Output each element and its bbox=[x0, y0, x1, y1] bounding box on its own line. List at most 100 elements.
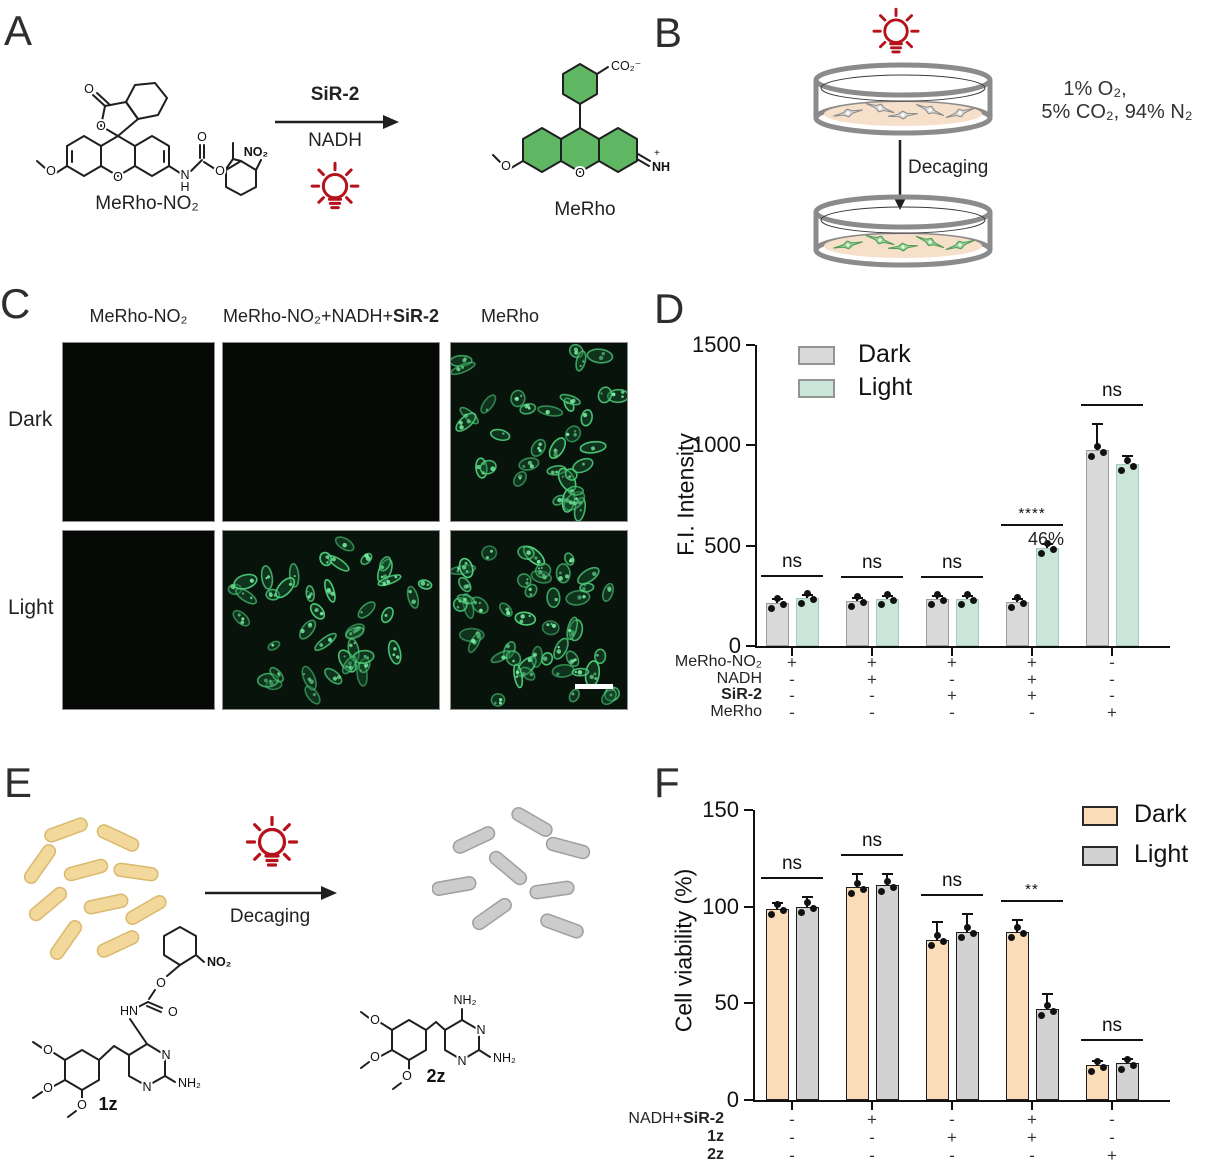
atom-label: N bbox=[457, 1054, 466, 1068]
condition-value: - bbox=[789, 1128, 795, 1147]
y-tick-label: 0 bbox=[728, 633, 741, 658]
atom-label: O bbox=[156, 976, 166, 990]
data-point bbox=[1019, 930, 1027, 938]
data-point bbox=[779, 907, 787, 915]
error-bar bbox=[1046, 993, 1048, 1010]
y-tick-label: 1000 bbox=[692, 432, 741, 458]
error-cap bbox=[851, 872, 863, 875]
data-point bbox=[1129, 462, 1137, 470]
data-point bbox=[797, 909, 805, 917]
significance-line bbox=[921, 894, 983, 897]
micro-col-header-1: MeRho-NO₂ bbox=[62, 306, 215, 327]
condition-value: + bbox=[867, 1110, 877, 1129]
condition-row-label: NADH+SiR-2 bbox=[554, 1110, 724, 1128]
data-point bbox=[1129, 1061, 1137, 1069]
condition-value: - bbox=[1109, 653, 1115, 672]
data-point bbox=[1087, 1067, 1095, 1075]
condition-value: - bbox=[1029, 1146, 1035, 1165]
data-point bbox=[933, 591, 941, 599]
panel-d-label: D bbox=[654, 285, 685, 332]
product-name: MeRho bbox=[554, 199, 616, 220]
panel-f-label: F bbox=[654, 759, 680, 806]
condition-value: - bbox=[949, 1146, 955, 1165]
error-cap bbox=[1091, 1060, 1103, 1063]
error-cap bbox=[851, 596, 863, 599]
x-tick bbox=[791, 1102, 793, 1110]
y-tick-label: 50 bbox=[714, 990, 739, 1016]
condition-value: + bbox=[1027, 1128, 1037, 1147]
condition-value: + bbox=[867, 669, 877, 689]
condition-value: - bbox=[869, 1128, 875, 1147]
significance-line bbox=[841, 576, 903, 579]
data-point bbox=[767, 605, 775, 613]
data-point bbox=[927, 942, 935, 950]
condition-value: - bbox=[789, 1110, 795, 1129]
condition-value: - bbox=[1029, 702, 1035, 722]
error-cap bbox=[1091, 423, 1103, 426]
light-bulb-icon bbox=[310, 161, 360, 210]
panel-b-label: B bbox=[654, 9, 683, 56]
atom-label: O bbox=[84, 82, 94, 96]
x-tick bbox=[951, 648, 953, 656]
error-cap bbox=[1041, 992, 1053, 995]
data-point bbox=[1043, 1001, 1051, 1009]
data-point bbox=[957, 934, 965, 942]
error-cap bbox=[801, 593, 813, 596]
data-point bbox=[1019, 600, 1027, 608]
condition-value: + bbox=[1027, 669, 1037, 689]
atom-label: NO₂ bbox=[244, 145, 268, 159]
y-tick bbox=[746, 344, 755, 346]
merho-structure: CO₂⁻ O O NH₂ + bbox=[492, 57, 670, 182]
reaction-arrow-icon bbox=[275, 115, 399, 129]
data-point bbox=[847, 603, 855, 611]
micrograph-dark-merho bbox=[449, 342, 630, 522]
bar bbox=[1035, 1009, 1059, 1100]
compound-name-2z: 2z bbox=[426, 1066, 445, 1086]
arrow-bottom-label: NADH bbox=[308, 130, 362, 151]
error-bar bbox=[966, 595, 968, 599]
atom-label: O bbox=[501, 159, 511, 173]
fluorescent-cells bbox=[449, 343, 630, 522]
error-bar bbox=[806, 594, 808, 598]
bar bbox=[765, 602, 789, 646]
condition-value: - bbox=[1109, 1110, 1115, 1129]
bar bbox=[765, 908, 789, 1100]
data-point bbox=[1043, 540, 1051, 548]
atom-label: NH₂ bbox=[652, 160, 670, 174]
data-point bbox=[797, 600, 805, 608]
condition-label-text: NADH+ bbox=[628, 1110, 684, 1127]
condition-row-label: 2z bbox=[554, 1146, 724, 1164]
error-bar bbox=[1096, 424, 1098, 451]
y-tick bbox=[746, 444, 755, 447]
data-point bbox=[957, 601, 965, 609]
y-tick-label: 500 bbox=[704, 532, 741, 558]
error-cap bbox=[1041, 542, 1053, 545]
x-tick bbox=[951, 1102, 953, 1110]
error-cap bbox=[1011, 919, 1023, 922]
bar bbox=[955, 931, 979, 1100]
condition-value: + bbox=[867, 653, 877, 672]
error-bar bbox=[856, 597, 858, 601]
condition-value: - bbox=[869, 702, 875, 722]
atom-label: N bbox=[476, 1023, 485, 1037]
y-axis-title: F.I. Intensity bbox=[672, 433, 699, 556]
data-point bbox=[963, 591, 971, 599]
significance-line bbox=[761, 574, 823, 577]
significance-line bbox=[1081, 404, 1143, 407]
error-bar bbox=[806, 897, 808, 907]
legend-label: Dark bbox=[1134, 800, 1187, 828]
bar bbox=[1005, 931, 1029, 1100]
condition-value: - bbox=[1109, 669, 1115, 689]
condition-value: + bbox=[1107, 1146, 1117, 1165]
x-tick bbox=[1111, 1102, 1113, 1110]
condition-value: - bbox=[1109, 686, 1115, 705]
error-cap bbox=[961, 594, 973, 597]
data-point bbox=[803, 899, 811, 907]
significance-label: ns bbox=[941, 870, 963, 892]
reactant-name: MeRho-NO₂ bbox=[95, 193, 199, 214]
atom-label: O bbox=[370, 1050, 380, 1064]
header-text: MeRho bbox=[480, 306, 540, 326]
atom-label: O bbox=[168, 1005, 178, 1019]
error-cap bbox=[881, 595, 893, 598]
